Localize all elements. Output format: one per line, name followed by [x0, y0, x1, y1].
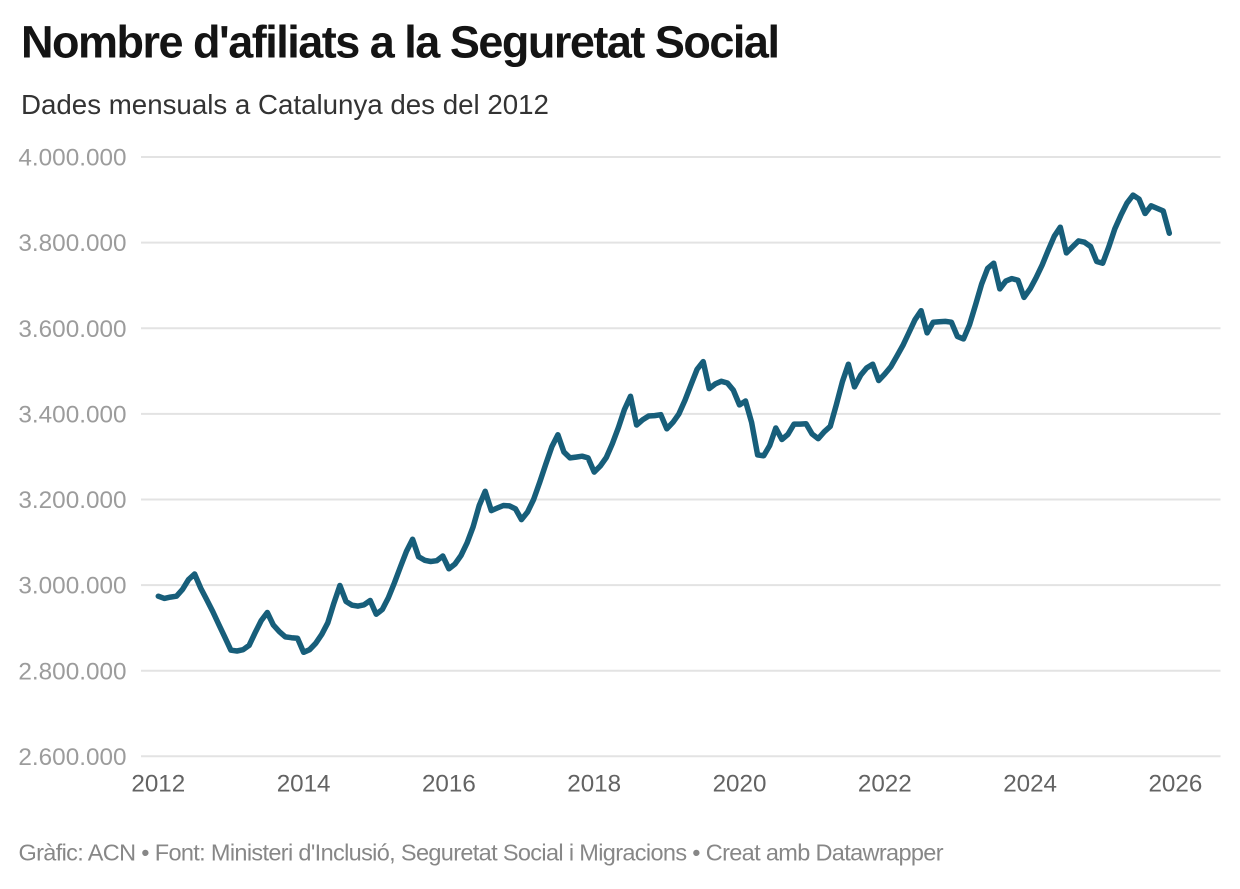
svg-text:2018: 2018 — [567, 771, 621, 798]
svg-text:3.200.000: 3.200.000 — [18, 487, 126, 514]
svg-text:2026: 2026 — [1148, 771, 1202, 798]
svg-text:2020: 2020 — [713, 771, 767, 798]
svg-text:2014: 2014 — [277, 771, 331, 798]
svg-text:Dades mensuals a Catalunya des: Dades mensuals a Catalunya des del 2012 — [21, 89, 549, 120]
svg-text:3.400.000: 3.400.000 — [18, 402, 126, 429]
svg-text:2016: 2016 — [422, 771, 476, 798]
svg-text:2.800.000: 2.800.000 — [18, 658, 126, 685]
svg-text:3.000.000: 3.000.000 — [18, 573, 126, 600]
svg-text:Gràfic: ACN • Font: Ministeri: Gràfic: ACN • Font: Ministeri d'Inclusió… — [19, 840, 944, 866]
svg-text:2022: 2022 — [858, 771, 912, 798]
svg-text:Nombre d'afiliats a la Seguret: Nombre d'afiliats a la Seguretat Social — [21, 16, 778, 67]
svg-text:2024: 2024 — [1003, 771, 1057, 798]
svg-text:2.600.000: 2.600.000 — [18, 744, 126, 771]
svg-text:3.600.000: 3.600.000 — [18, 316, 126, 343]
svg-text:4.000.000: 4.000.000 — [18, 145, 126, 172]
svg-text:3.800.000: 3.800.000 — [18, 230, 126, 257]
svg-text:2012: 2012 — [131, 771, 185, 798]
